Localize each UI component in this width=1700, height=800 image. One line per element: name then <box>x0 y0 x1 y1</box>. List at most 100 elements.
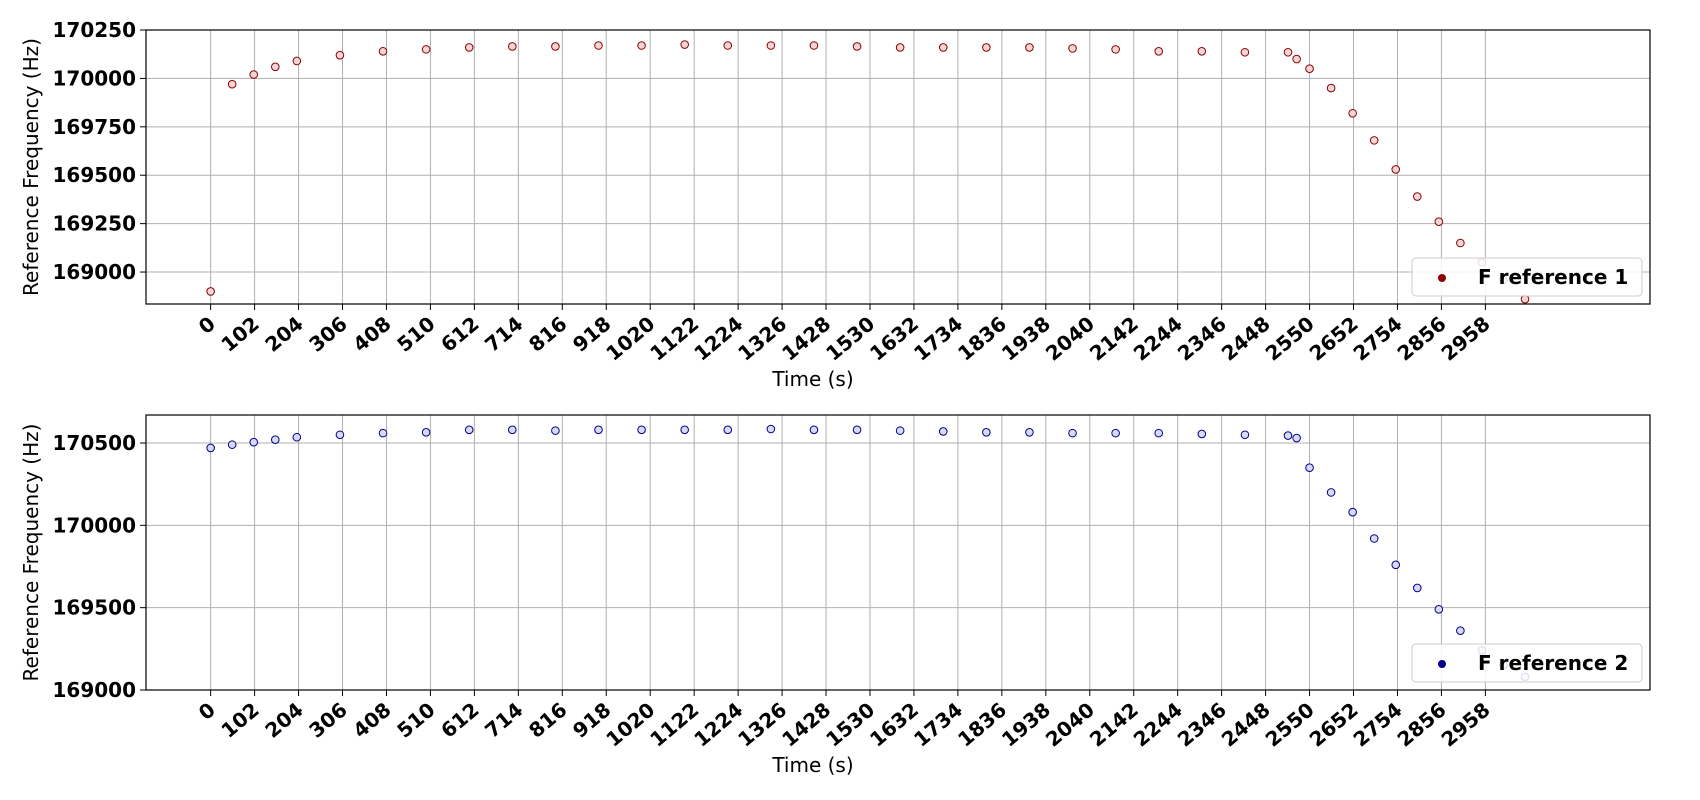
x-tick-label: 2244 <box>1129 311 1187 365</box>
data-point <box>852 42 862 51</box>
x-tick-label: 816 <box>524 697 571 742</box>
data-point <box>723 41 733 50</box>
x-tick-label: 2856 <box>1393 311 1451 365</box>
y-tick-label: 169000 <box>53 678 137 702</box>
data-point <box>1412 192 1422 201</box>
data-point <box>1412 583 1422 593</box>
x-tick-label: 0 <box>194 697 220 724</box>
data-point <box>680 40 689 49</box>
x-tick-label: 2040 <box>1041 697 1099 751</box>
y-tick-label: 170500 <box>53 431 137 455</box>
y-tick-label: 169500 <box>53 163 137 187</box>
data-point <box>895 426 905 435</box>
data-point <box>464 43 474 52</box>
x-tick-label: 1530 <box>821 311 879 365</box>
data-point <box>982 427 991 437</box>
x-tick-label: 1122 <box>645 697 703 751</box>
chart-panel-1: 0102204306408510612714816918102011221224… <box>19 18 1651 391</box>
data-point <box>938 427 948 436</box>
legend: F reference 2 <box>1411 643 1643 683</box>
data-point <box>1197 429 1207 439</box>
data-point <box>508 42 517 51</box>
x-tick-label: 2754 <box>1349 697 1407 751</box>
x-tick-label: 714 <box>480 311 527 356</box>
x-tick-label: 2346 <box>1173 697 1231 751</box>
data-point <box>1348 108 1357 118</box>
y-tick-label: 169750 <box>53 115 137 139</box>
data-point <box>378 428 388 438</box>
data-point <box>809 425 819 435</box>
x-tick-label: 306 <box>304 311 351 356</box>
data-point <box>1111 45 1120 54</box>
legend: F reference 1 <box>1411 257 1643 297</box>
legend-label: F reference 1 <box>1478 265 1628 289</box>
data-point <box>1369 534 1379 543</box>
x-tick-label: 306 <box>304 697 351 742</box>
x-tick-label: 2550 <box>1261 697 1319 751</box>
data-point <box>421 427 431 437</box>
data-point <box>292 432 302 442</box>
data-point <box>249 70 259 79</box>
data-point <box>206 287 215 296</box>
x-tick-label: 2040 <box>1041 311 1099 365</box>
x-tick-label: 1938 <box>997 697 1055 751</box>
x-tick-label: 2142 <box>1085 697 1143 751</box>
x-tick-label: 1428 <box>777 311 835 365</box>
data-point <box>292 56 302 66</box>
y-tick-label: 170000 <box>53 513 137 537</box>
x-tick-label: 2142 <box>1085 311 1143 365</box>
data-point <box>335 50 345 60</box>
x-tick-label: 714 <box>480 697 527 742</box>
series-1 <box>206 40 1530 304</box>
x-tick-label: 1938 <box>997 311 1055 365</box>
data-point <box>1068 428 1077 438</box>
x-tick-label: 204 <box>260 311 307 356</box>
x-tick-label: 2448 <box>1217 311 1275 365</box>
data-point <box>938 43 948 52</box>
data-point <box>1391 560 1401 570</box>
x-tick-label: 2754 <box>1349 311 1407 365</box>
legend-box <box>1411 257 1643 297</box>
y-tick-label: 170250 <box>53 18 137 42</box>
data-point <box>378 47 388 56</box>
x-tick-label: 408 <box>348 697 395 742</box>
data-point <box>637 41 646 50</box>
x-tick-label: 204 <box>260 697 307 742</box>
x-tick-label: 2652 <box>1305 697 1363 751</box>
data-point <box>464 425 474 435</box>
data-point <box>1283 47 1293 57</box>
x-tick-label: 2856 <box>1393 697 1451 751</box>
data-point <box>421 45 431 54</box>
data-point <box>766 41 776 50</box>
y-axis-label: Reference Frequency (Hz) <box>19 424 43 682</box>
plot-frame <box>145 414 1651 691</box>
x-tick-label: 1020 <box>601 697 659 751</box>
legend-label: F reference 2 <box>1478 651 1628 675</box>
data-point <box>1068 44 1077 53</box>
x-tick-label: 2958 <box>1437 311 1495 365</box>
data-point <box>1154 47 1164 56</box>
data-point <box>227 440 237 449</box>
data-point <box>1434 605 1444 614</box>
y-tick-label: 169500 <box>53 596 137 620</box>
data-point <box>249 437 259 447</box>
x-tick-label: 1428 <box>777 697 835 751</box>
data-point <box>852 425 862 435</box>
x-tick-label: 1734 <box>909 311 967 365</box>
x-tick-label: 1326 <box>733 697 791 751</box>
x-tick-label: 2550 <box>1261 311 1319 365</box>
x-tick-label: 1632 <box>865 697 923 751</box>
data-point <box>1292 433 1301 443</box>
data-point <box>594 41 603 50</box>
data-point <box>637 425 646 435</box>
data-point <box>1025 427 1034 437</box>
x-tick-label: 1734 <box>909 697 967 751</box>
series-1 <box>206 424 1530 682</box>
data-point <box>982 43 991 52</box>
data-point <box>1025 43 1034 52</box>
x-tick-label: 1530 <box>821 697 879 751</box>
data-point <box>1240 47 1250 57</box>
data-point <box>1326 83 1336 93</box>
data-point <box>1456 626 1465 636</box>
